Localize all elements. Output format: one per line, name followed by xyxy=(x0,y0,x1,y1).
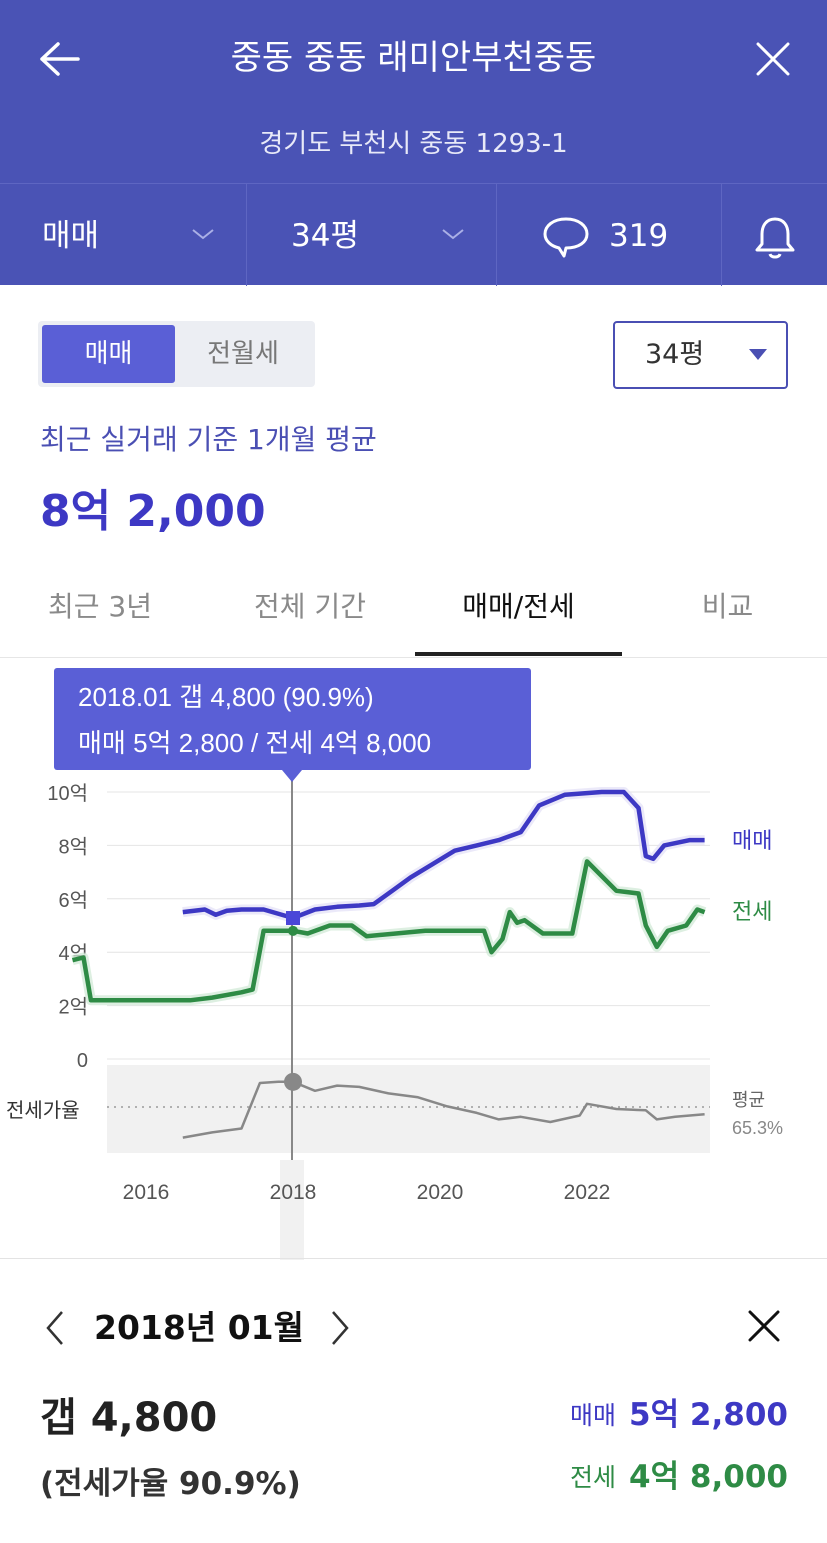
sale-price-row: 매매 5억 2,800 xyxy=(470,1392,788,1440)
back-arrow-icon[interactable] xyxy=(34,36,84,82)
tab-recent-3y[interactable]: 최근 3년 xyxy=(48,590,152,623)
selected-date: 2018년 01월 xyxy=(94,1308,304,1347)
sale-price-label: 매매 xyxy=(570,1401,617,1430)
size-filter-label: 34평 xyxy=(291,218,359,254)
recent-average-label: 최근 실거래 기준 1개월 평균 xyxy=(40,423,377,456)
y-tick-label: 6억 xyxy=(58,889,88,912)
period-tabs: 최근 3년 전체 기간 매매/전세 비교 xyxy=(0,570,827,658)
x-tick-label: 2016 xyxy=(123,1181,170,1204)
jeonse-line xyxy=(71,859,706,1003)
sale-line xyxy=(182,789,705,921)
x-tick-label: 2020 xyxy=(417,1181,464,1204)
comments-button[interactable]: 319 xyxy=(497,184,722,286)
panel-divider xyxy=(0,1258,827,1259)
y-tick-label: 2억 xyxy=(58,996,88,1019)
tab-compare[interactable]: 비교 xyxy=(701,590,754,623)
selection-marker-shadow xyxy=(280,1160,304,1260)
jeonse-price-label: 전세 xyxy=(570,1463,617,1492)
size-dropdown-label: 34평 xyxy=(645,339,705,370)
active-tab-indicator xyxy=(415,652,622,656)
size-dropdown[interactable]: 34평 xyxy=(613,321,788,389)
previous-month-icon[interactable] xyxy=(40,1308,70,1348)
recent-average-price: 8억 2,000 xyxy=(40,486,266,537)
segment-sale[interactable]: 매매 xyxy=(42,325,175,383)
app-header: 중동 중동 래미안부천중동 경기도 부천시 중동 1293-1 매매 34평 3… xyxy=(0,0,827,286)
gap-value: 갭 4,800 xyxy=(40,1395,218,1441)
trade-segment-control: 매매 전월세 xyxy=(38,321,315,387)
y-tick-label: 0 xyxy=(77,1050,88,1072)
jeonse-price-value: 4억 8,000 xyxy=(629,1459,788,1495)
notification-button[interactable] xyxy=(722,184,827,286)
tab-sale-jeonse[interactable]: 매매/전세 xyxy=(462,590,575,623)
series-label-jeonse: 전세 xyxy=(732,899,772,924)
ratio-selected-marker xyxy=(284,1072,302,1091)
next-month-icon[interactable] xyxy=(325,1308,355,1348)
y-tick-label: 10억 xyxy=(47,782,88,805)
chevron-down-icon xyxy=(442,229,464,240)
y-tick-label: 8억 xyxy=(58,835,88,858)
selection-markers xyxy=(284,911,302,1091)
x-tick-label: 2022 xyxy=(564,1181,611,1204)
sale-selected-marker xyxy=(286,911,300,926)
tooltip-line1: 2018.01 갭 4,800 (90.9%) xyxy=(78,682,374,712)
size-filter-dropdown[interactable]: 34평 xyxy=(247,184,497,286)
tooltip-pointer xyxy=(282,770,302,782)
jeonse-ratio-value: (전세가율 90.9%) xyxy=(40,1466,301,1502)
trade-type-dropdown[interactable]: 매매 xyxy=(0,184,247,286)
panel-close-icon[interactable] xyxy=(744,1306,784,1346)
comment-count: 319 xyxy=(609,218,669,254)
dropdown-triangle-icon xyxy=(749,349,767,360)
segment-rent[interactable]: 전월세 xyxy=(207,339,279,369)
page-title: 중동 중동 래미안부천중동 xyxy=(230,38,597,78)
x-axis-ticks: 2016 2018 2020 2022 xyxy=(123,1181,611,1204)
sale-price-value: 5억 2,800 xyxy=(629,1397,788,1433)
address-text: 경기도 부천시 중동 1293-1 xyxy=(259,129,568,159)
tooltip-box xyxy=(54,668,531,770)
jeonse-selected-marker xyxy=(288,925,298,936)
series-label-sale: 매매 xyxy=(732,828,772,853)
chart-grid xyxy=(107,791,710,1060)
speech-bubble-icon xyxy=(543,217,589,258)
trade-type-label: 매매 xyxy=(42,218,100,254)
ratio-average-value: 65.3% xyxy=(732,1118,783,1138)
filter-bar: 매매 34평 319 xyxy=(0,183,827,286)
tooltip-line2: 매매 5억 2,800 / 전세 4억 8,000 xyxy=(78,728,431,758)
tab-all-period[interactable]: 전체 기간 xyxy=(254,590,366,623)
ratio-line xyxy=(182,1080,705,1139)
x-tick-label: 2018 xyxy=(270,1181,317,1204)
jeonse-price-row: 전세 4억 8,000 xyxy=(470,1454,788,1502)
close-icon[interactable] xyxy=(750,36,796,82)
chart-series xyxy=(71,787,707,1139)
ratio-axis-label: 전세가율 xyxy=(6,1099,80,1122)
bell-icon xyxy=(755,217,795,259)
chevron-down-icon xyxy=(192,229,214,240)
ratio-average-label: 평균 xyxy=(732,1090,765,1110)
